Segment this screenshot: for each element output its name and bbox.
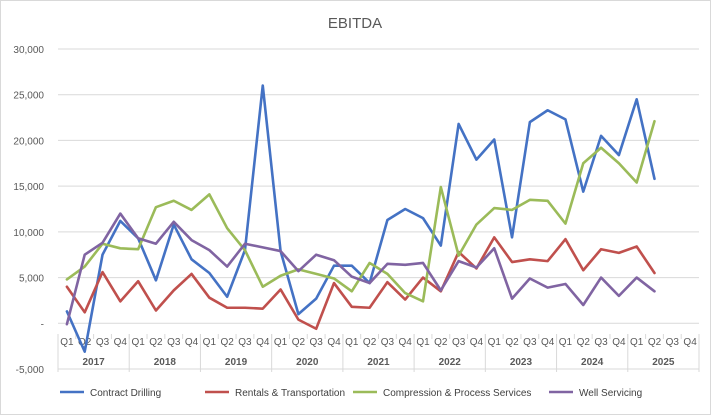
x-tick-label: Q3 [381,337,395,348]
x-tick-label: Q1 [131,337,145,348]
series-line-compression-process-services [65,119,656,303]
series-line-well-servicing [65,212,656,326]
x-tick-label: Q4 [399,337,413,348]
x-tick-label: Q3 [167,337,181,348]
x-tick-label: Q1 [488,337,502,348]
x-tick-label: Q3 [238,337,252,348]
x-tick-label: Q4 [185,337,199,348]
x-tick-label: Q2 [648,337,662,348]
x-year-label: 2019 [225,357,248,368]
y-tick-label: 30,000 [13,45,44,56]
x-tick-label: Q2 [78,337,92,348]
x-tick-label: Q3 [310,337,324,348]
x-tick-label: Q1 [416,337,430,348]
legend-label: Contract Drilling [90,388,161,399]
x-tick-label: Q1 [274,337,288,348]
legend-label: Well Servicing [579,388,642,399]
y-tick-label: 5,000 [19,274,44,285]
x-tick-label: Q2 [363,337,377,348]
x-tick-label: Q1 [345,337,359,348]
x-tick-label: Q3 [452,337,466,348]
x-tick-label: Q2 [220,337,234,348]
series-line-rentals-transportation [65,236,656,331]
series-line-contract-drilling [65,84,656,353]
legend: Contract Drilling Rentals & Transportatio… [60,388,642,399]
x-tick-label: Q4 [256,337,270,348]
x-year-label: 2018 [154,357,177,368]
chart-title: EBITDA [328,15,382,32]
x-tick-label: Q3 [666,337,680,348]
x-tick-label: Q1 [630,337,644,348]
y-tick-label: 25,000 [13,91,44,102]
x-tick-label: Q4 [612,337,626,348]
y-tick-label: - [41,319,44,330]
x-year-label: 2022 [439,357,462,368]
x-tick-label: Q4 [327,337,341,348]
x-year-label: 2017 [82,357,105,368]
x-tick-label: Q4 [114,337,128,348]
x-tick-label: Q4 [683,337,697,348]
x-tick-label: Q2 [577,337,591,348]
x-year-label: 2023 [510,357,533,368]
x-tick-label: Q2 [505,337,519,348]
series-lines [65,84,656,353]
x-tick-label: Q2 [149,337,163,348]
y-tick-label: 15,000 [13,182,44,193]
x-year-label: 2021 [367,357,390,368]
y-tick-label: 10,000 [13,228,44,239]
legend-label: Rentals & Transportation [235,388,345,399]
x-year-label: 2025 [652,357,675,368]
x-tick-label: Q2 [434,337,448,348]
y-tick-label: 20,000 [13,136,44,147]
x-tick-label: Q3 [523,337,537,348]
x-tick-label: Q1 [60,337,74,348]
x-tick-label: Q4 [541,337,555,348]
legend-label: Compression & Process Services [383,388,531,399]
x-tick-label: Q1 [559,337,573,348]
x-axis: Q1 Q2 Q3 Q4 Q1 Q2 Q3 Q4 Q1 Q2 Q3 Q4 Q1 Q2 Q3 Q4 Q1 Q2 Q3 Q4… [57,334,700,372]
x-tick-label: Q2 [292,337,306,348]
x-year-label: 2024 [581,357,604,368]
x-tick-label: Q3 [96,337,110,348]
x-tick-label: Q1 [203,337,217,348]
x-tick-label: Q3 [594,337,608,348]
y-tick-label: -5,000 [16,365,45,376]
x-tick-label: Q4 [470,337,484,348]
y-axis-labels: -5,000-5,00010,00015,00020,00025,00030,0… [13,45,44,376]
x-year-label: 2020 [296,357,319,368]
